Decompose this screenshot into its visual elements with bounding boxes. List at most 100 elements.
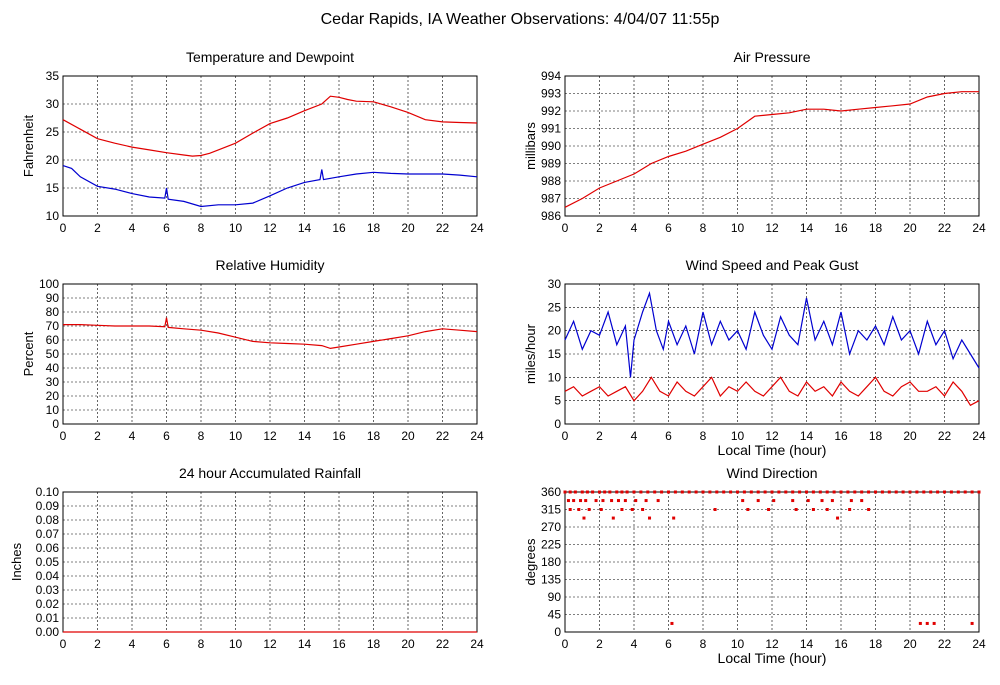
- x-tick-label: 2: [94, 637, 101, 651]
- data-point: [568, 508, 572, 511]
- y-tick-label: 90: [46, 291, 60, 305]
- data-point: [777, 490, 781, 494]
- x-tick-label: 16: [332, 221, 346, 235]
- data-point: [749, 490, 753, 494]
- y-tick-label: 0.06: [36, 541, 60, 555]
- chart-pressure: 0 2 4 6 8 10 12 14 16 18 20 22 249869879889899909919…: [523, 49, 986, 235]
- data-point: [936, 490, 940, 494]
- data-point: [772, 499, 776, 503]
- y-axis-label: Percent: [21, 331, 36, 376]
- data-point: [846, 490, 850, 494]
- x-tick-label: 20: [903, 429, 917, 443]
- data-point: [729, 490, 733, 494]
- data-point: [848, 508, 852, 511]
- data-point: [867, 490, 871, 494]
- y-tick-label: 100: [39, 277, 59, 291]
- y-tick-label: 0.07: [36, 527, 60, 541]
- data-point: [832, 490, 836, 494]
- data-point: [818, 490, 822, 494]
- data-point: [791, 490, 795, 494]
- x-tick-label: 8: [198, 221, 205, 235]
- data-point: [970, 490, 974, 494]
- x-tick-label: 14: [800, 429, 814, 443]
- y-tick-label: 0.05: [36, 555, 60, 569]
- data-point: [634, 499, 638, 503]
- data-point: [901, 490, 905, 494]
- x-tick-label: 18: [869, 429, 883, 443]
- data-point: [791, 499, 795, 503]
- data-point: [713, 508, 717, 511]
- data-point: [956, 490, 960, 494]
- data-point: [572, 499, 576, 503]
- data-point: [949, 490, 953, 494]
- page-title: Cedar Rapids, IA Weather Observations: 4…: [321, 11, 720, 28]
- y-tick-label: 991: [541, 122, 561, 136]
- data-point: [630, 508, 634, 511]
- data-point: [568, 490, 572, 494]
- x-tick-label: 6: [163, 429, 170, 443]
- x-axis-label: Local Time (hour): [718, 442, 827, 458]
- x-tick-label: 18: [367, 429, 381, 443]
- data-point: [963, 490, 967, 494]
- data-point: [641, 508, 645, 511]
- data-point: [582, 516, 586, 520]
- x-tick-label: 16: [834, 429, 848, 443]
- y-tick-label: 40: [46, 361, 60, 375]
- y-tick-label: 45: [548, 608, 562, 622]
- chart-temp: 0 2 4 6 8 10 12 14 16 18 20 22 24101520253035Tempera…: [21, 49, 484, 235]
- y-tick-label: 992: [541, 104, 561, 118]
- x-tick-label: 14: [800, 221, 814, 235]
- y-tick-label: 20: [46, 389, 60, 403]
- x-tick-label: 2: [94, 429, 101, 443]
- x-tick-label: 0: [562, 637, 569, 651]
- chart-title: Air Pressure: [733, 49, 810, 65]
- y-tick-label: 0.09: [36, 499, 60, 513]
- data-point: [853, 490, 857, 494]
- data-point: [566, 499, 570, 503]
- data-point: [887, 490, 891, 494]
- chart-title: Relative Humidity: [216, 257, 325, 273]
- data-point: [611, 516, 615, 520]
- x-tick-label: 12: [765, 637, 779, 651]
- data-point: [722, 490, 726, 494]
- x-tick-label: 18: [869, 221, 883, 235]
- y-axis-label: millibars: [523, 122, 538, 170]
- data-point: [625, 490, 629, 494]
- data-point: [894, 490, 898, 494]
- x-tick-label: 20: [401, 221, 415, 235]
- chart-title: Wind Speed and Peak Gust: [686, 257, 859, 273]
- data-point: [694, 490, 698, 494]
- data-point: [644, 499, 648, 503]
- y-tick-label: 35: [46, 69, 60, 83]
- data-point: [656, 499, 660, 503]
- data-point: [599, 508, 603, 511]
- x-tick-label: 0: [562, 221, 569, 235]
- x-tick-label: 8: [700, 637, 707, 651]
- data-point: [756, 490, 760, 494]
- y-tick-label: 0.10: [36, 485, 60, 499]
- data-point: [820, 499, 824, 503]
- x-tick-label: 20: [903, 637, 917, 651]
- x-tick-label: 10: [229, 637, 243, 651]
- y-tick-label: 987: [541, 192, 561, 206]
- data-point: [736, 490, 739, 494]
- x-tick-label: 18: [367, 637, 381, 651]
- y-tick-label: 360: [541, 485, 561, 499]
- x-tick-label: 24: [470, 637, 484, 651]
- y-tick-label: 30: [548, 277, 562, 291]
- data-point: [970, 621, 974, 625]
- x-tick-label: 8: [700, 221, 707, 235]
- series-line-blue: [564, 291, 980, 378]
- x-tick-label: 20: [903, 221, 917, 235]
- x-tick-label: 6: [163, 637, 170, 651]
- y-tick-label: 10: [46, 209, 60, 223]
- x-tick-label: 8: [700, 429, 707, 443]
- x-tick-label: 10: [731, 637, 745, 651]
- x-tick-label: 4: [631, 429, 638, 443]
- data-point: [811, 508, 815, 511]
- data-point: [805, 490, 808, 494]
- x-tick-label: 6: [665, 221, 672, 235]
- x-tick-label: 24: [972, 221, 986, 235]
- data-point: [673, 490, 677, 494]
- y-tick-label: 135: [541, 573, 561, 587]
